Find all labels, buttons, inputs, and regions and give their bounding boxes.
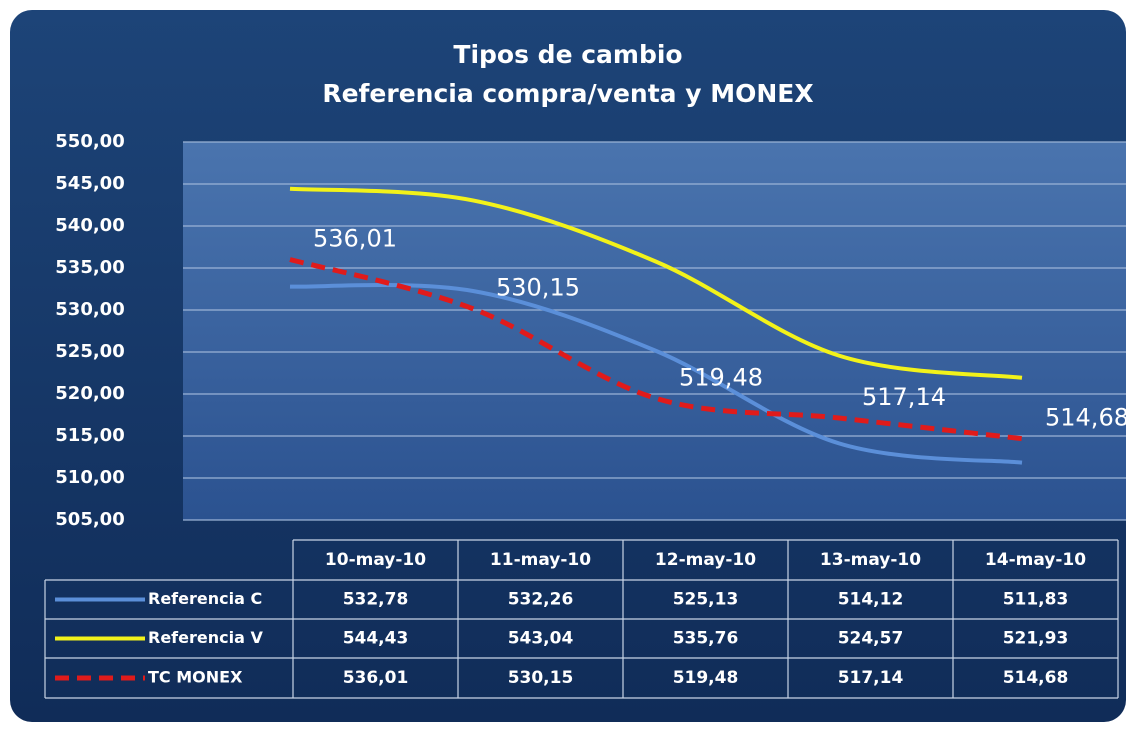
table-cell: 521,93: [1003, 629, 1069, 649]
y-tick-label: 540,00: [55, 215, 124, 236]
y-tick-label: 525,00: [55, 341, 124, 362]
table-cell: 519,48: [673, 668, 739, 688]
table-cell: 543,04: [508, 629, 574, 649]
table-cell: 524,57: [838, 629, 904, 649]
table-cell: 532,26: [508, 590, 574, 610]
table-cell: 511,83: [1003, 590, 1069, 610]
category-header: 11-may-10: [490, 550, 591, 570]
category-header: 12-may-10: [655, 550, 756, 570]
series-line: [289, 283, 1023, 465]
series-line: [289, 257, 1023, 442]
table-cell: 514,12: [838, 590, 904, 610]
y-tick-label: 510,00: [55, 467, 124, 488]
table-cell: 544,43: [343, 629, 409, 649]
data-label: 517,14: [862, 383, 946, 411]
table-cell: 535,76: [673, 629, 739, 649]
chart-title: Tipos de cambio: [453, 40, 682, 69]
y-tick-label: 545,00: [55, 173, 124, 194]
legend-label: TC MONEX: [148, 668, 243, 687]
chart-subtitle: Referencia compra/venta y MONEX: [322, 79, 813, 108]
series-line: [289, 186, 1023, 380]
table-cell: 517,14: [838, 668, 904, 688]
table-cell: 514,68: [1003, 668, 1069, 688]
y-tick-label: 520,00: [55, 383, 124, 404]
y-tick-label: 515,00: [55, 425, 124, 446]
data-label: 514,68: [1045, 404, 1129, 432]
plot-area: [183, 142, 1126, 520]
table-cell: 525,13: [673, 590, 739, 610]
data-label: 519,48: [679, 363, 763, 391]
category-header: 14-may-10: [985, 550, 1086, 570]
category-header: 13-may-10: [820, 550, 921, 570]
category-header: 10-may-10: [325, 550, 426, 570]
data-label: 530,15: [496, 274, 580, 302]
data-label: 536,01: [313, 225, 397, 253]
table-cell: 536,01: [343, 668, 409, 688]
table-cell: 530,15: [508, 668, 574, 688]
y-tick-label: 550,00: [55, 131, 124, 152]
y-tick-label: 530,00: [55, 299, 124, 320]
legend-label: Referencia C: [148, 589, 262, 608]
table-cell: 532,78: [343, 590, 409, 610]
y-tick-label: 535,00: [55, 257, 124, 278]
legend-label: Referencia V: [148, 628, 263, 647]
y-tick-label: 505,00: [55, 509, 124, 530]
